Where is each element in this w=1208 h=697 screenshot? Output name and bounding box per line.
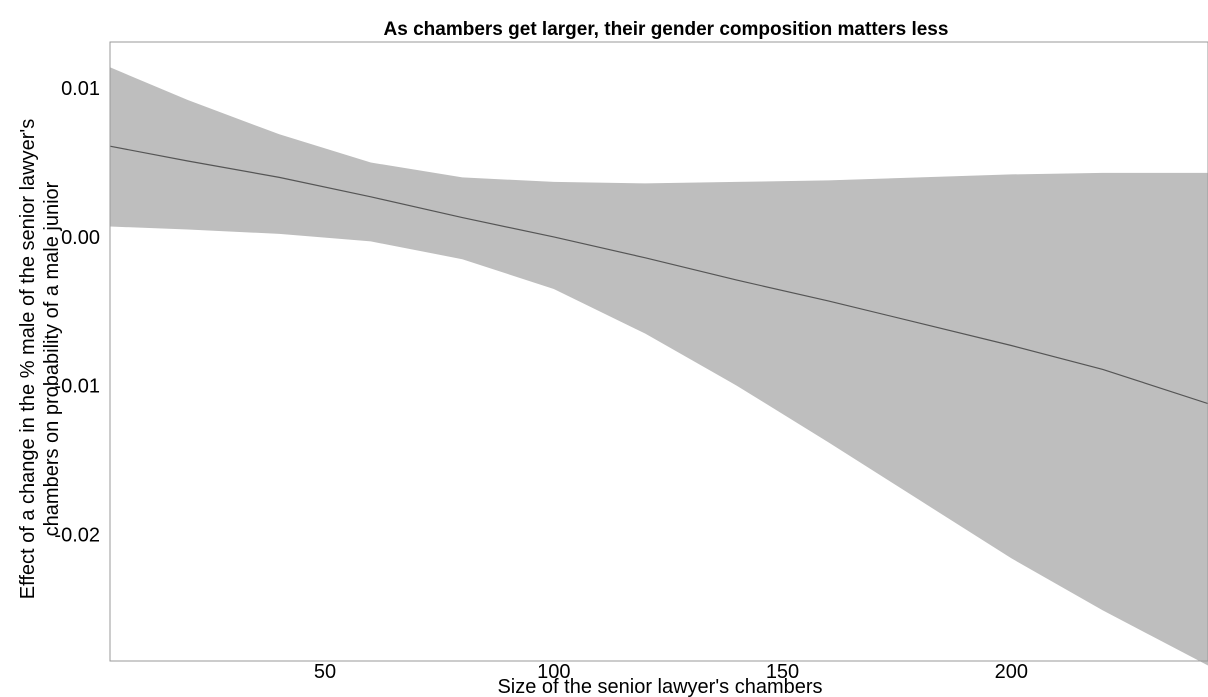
x-tick-label: 100	[537, 661, 570, 683]
y-tick-label: -0.01	[54, 376, 100, 398]
y-axis-label-line-1: Effect of a change in the % male of the …	[17, 119, 39, 599]
plot-area	[109, 67, 1208, 666]
confidence-band	[110, 67, 1208, 666]
estimate-line	[109, 145, 1208, 405]
x-axis-label: Size of the senior lawyer's chambers	[497, 676, 822, 697]
x-tick-label: 200	[995, 661, 1028, 683]
y-tick-label: -0.02	[54, 525, 100, 547]
x-tick-label: 150	[766, 661, 799, 683]
plot-frame	[109, 41, 1208, 662]
x-tick-label: 50	[314, 661, 336, 683]
chart-title: As chambers get larger, their gender com…	[384, 19, 949, 40]
y-axis-label: Effect of a change in the % male of the …	[17, 119, 63, 599]
y-axis-label-line-2: chambers on probability of a male junior	[41, 181, 63, 536]
x-axis: 50 100 150 200	[314, 661, 1028, 683]
y-tick-label: 0.01	[61, 78, 100, 100]
y-axis: 0.01 0.00 -0.01 -0.02	[54, 78, 100, 546]
y-tick-label: 0.00	[61, 227, 100, 249]
